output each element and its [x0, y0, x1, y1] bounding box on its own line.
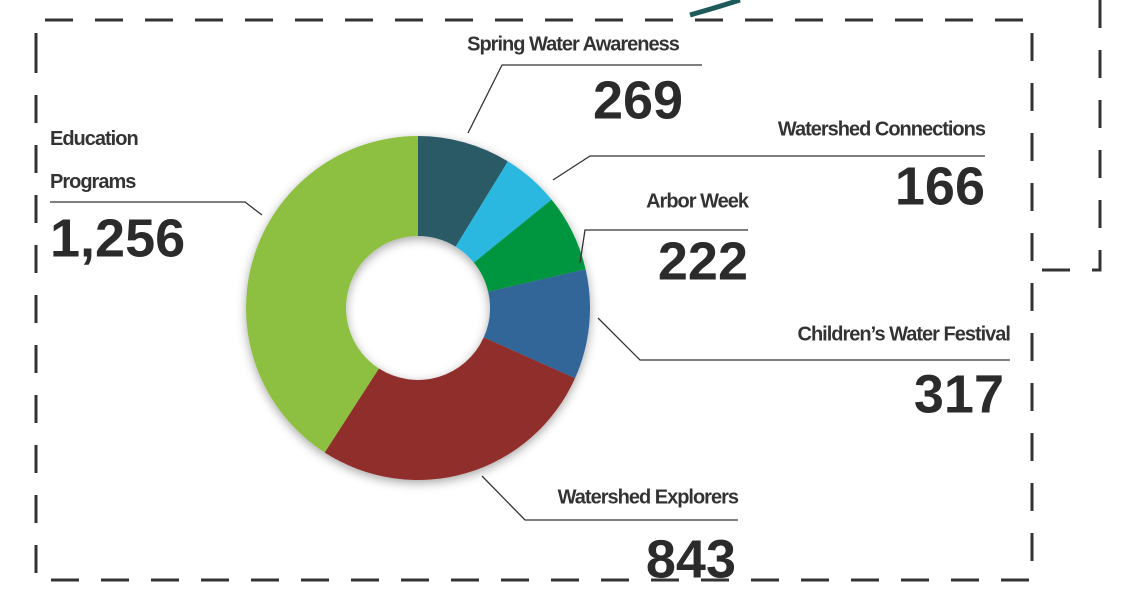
slice-label: Education Programs — [50, 128, 138, 193]
decoration — [689, 0, 741, 18]
leader-line — [50, 201, 263, 216]
value-label: 317 — [914, 364, 1004, 424]
donut-slice — [245, 136, 418, 453]
frame — [34, 0, 1102, 582]
donut-slice — [418, 136, 508, 247]
donut-slice — [324, 337, 576, 480]
slice-label: Arbor Week — [646, 190, 750, 212]
value-label: 166 — [895, 156, 985, 216]
leader-line — [597, 317, 1010, 361]
slice-label: Spring Water Awareness — [467, 33, 680, 55]
value-label: 843 — [646, 529, 736, 589]
slice-label: Watershed Connections — [778, 118, 986, 140]
donut-slice — [483, 269, 590, 379]
value-label: 1,256 — [50, 208, 185, 268]
value-label: 222 — [658, 231, 748, 291]
leader-line — [552, 155, 985, 181]
donut — [245, 136, 590, 480]
donut-slice — [473, 199, 586, 292]
leader-line — [579, 229, 748, 264]
leader-line — [467, 64, 702, 134]
donut-slice — [455, 161, 552, 263]
value-label: 269 — [593, 70, 683, 130]
leader-line — [481, 475, 738, 521]
slice-label: Watershed Explorers — [558, 486, 739, 508]
slice-label: Children’s Water Festival — [798, 323, 1011, 345]
